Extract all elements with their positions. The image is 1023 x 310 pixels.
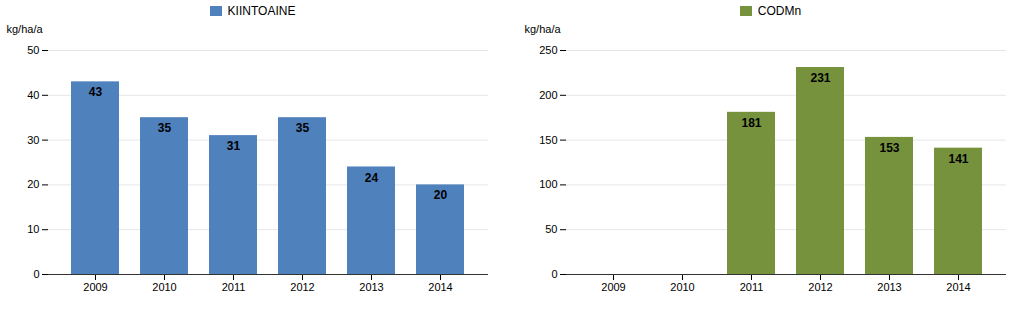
svg-text:100: 100 [539, 178, 557, 190]
svg-text:2010: 2010 [670, 281, 694, 293]
svg-text:20: 20 [27, 178, 39, 190]
svg-text:2010: 2010 [152, 281, 176, 293]
svg-text:50: 50 [545, 223, 557, 235]
svg-text:2009: 2009 [83, 281, 107, 293]
svg-text:2012: 2012 [808, 281, 832, 293]
html-text:KIINTOAINE: KIINTOAINE [227, 4, 296, 18]
svg-text:40: 40 [27, 89, 39, 101]
svg-text:2013: 2013 [877, 281, 901, 293]
svg-text:35: 35 [157, 121, 171, 135]
svg-text:153: 153 [879, 141, 899, 155]
svg-text:250: 250 [539, 44, 557, 56]
html-text:CODMn: CODMn [757, 4, 802, 18]
svg-text:200: 200 [539, 89, 557, 101]
svg-text:181: 181 [741, 116, 761, 130]
svg-text:231: 231 [810, 71, 830, 85]
svg-text:2011: 2011 [221, 281, 245, 293]
svg-text:150: 150 [539, 134, 557, 146]
svg-text:2011: 2011 [739, 281, 763, 293]
svg-text:10: 10 [27, 223, 39, 235]
svg-text:50: 50 [27, 44, 39, 56]
svg-text:kg/ha/a: kg/ha/a [524, 23, 561, 35]
svg-text:24: 24 [364, 171, 378, 185]
svg-text:2013: 2013 [359, 281, 383, 293]
svg-text:141: 141 [948, 152, 968, 166]
svg-text:20: 20 [433, 188, 447, 202]
svg-text:2012: 2012 [290, 281, 314, 293]
svg-text:0: 0 [33, 268, 39, 280]
svg-text:35: 35 [295, 121, 309, 135]
svg-text:30: 30 [27, 134, 39, 146]
svg-text:kg/ha/a: kg/ha/a [6, 23, 43, 35]
svg-text:2014: 2014 [428, 281, 452, 293]
svg-text:2014: 2014 [946, 281, 970, 293]
svg-text:2009: 2009 [601, 281, 625, 293]
svg-text:0: 0 [551, 268, 557, 280]
svg-text:43: 43 [88, 85, 102, 99]
svg-text:31: 31 [226, 139, 240, 153]
